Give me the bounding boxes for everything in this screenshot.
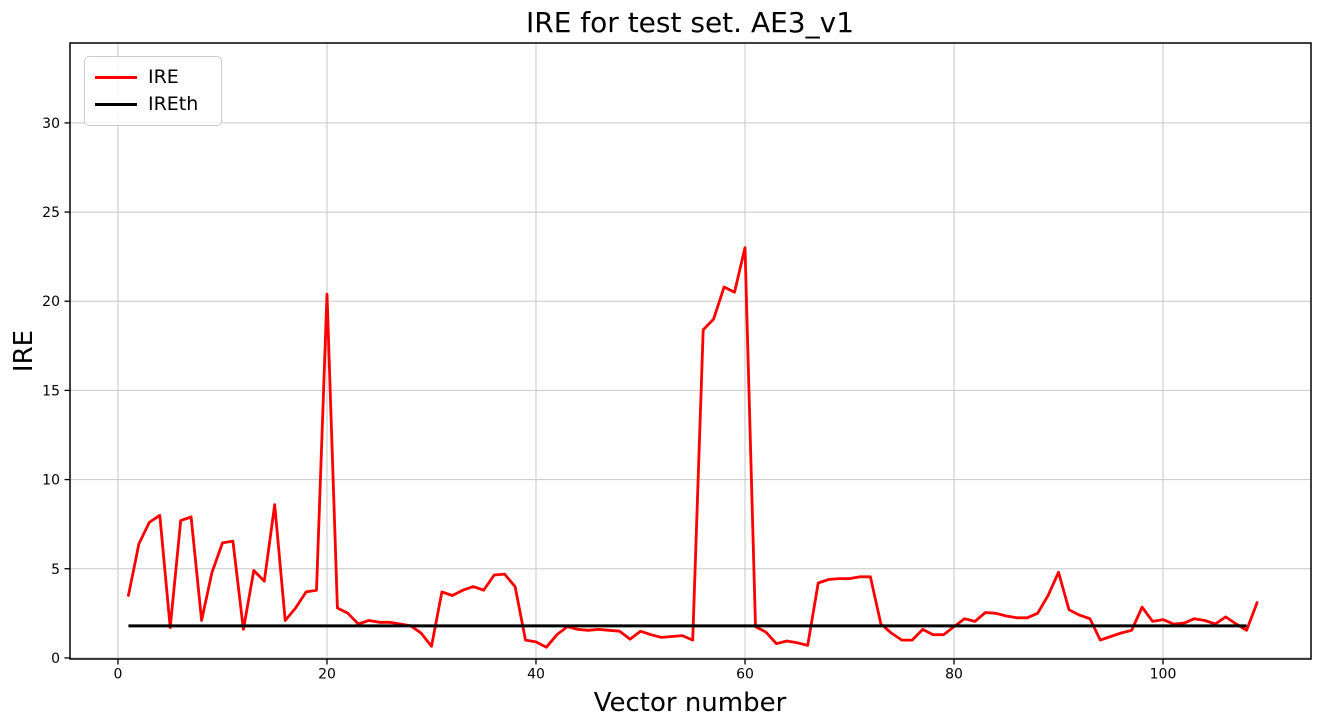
x-tick-label: 100 [1150,667,1177,683]
y-axis-label: IRE [9,329,39,373]
legend-label-ireth: IREth [148,93,199,115]
y-tick-label: 0 [51,651,60,667]
y-tick-label: 20 [42,294,60,310]
legend-item-ireth: IREth [95,91,211,118]
ire-series-line [126,246,1259,649]
y-tick-label: 25 [42,205,60,221]
plot-border [69,42,1312,660]
x-tick-label: 80 [945,667,963,683]
x-tick-label: 60 [736,667,754,683]
y-tick-label: 10 [42,473,60,489]
ire-line-sample [95,76,137,79]
x-tick-label: 40 [527,667,545,683]
legend: IRE IREth [84,56,222,126]
legend-label-ire: IRE [148,66,179,88]
chart-title: IRE for test set. AE3_v1 [525,6,855,39]
x-tick-label: 0 [114,667,123,683]
x-tick-label: 20 [318,667,336,683]
x-axis-label: Vector number [593,688,787,718]
y-tick-label: 15 [42,383,60,399]
legend-item-ire: IRE [95,64,211,91]
ireth-line-sample [95,103,137,106]
y-tick-label: 30 [42,116,60,132]
y-tick-label: 5 [51,562,60,578]
